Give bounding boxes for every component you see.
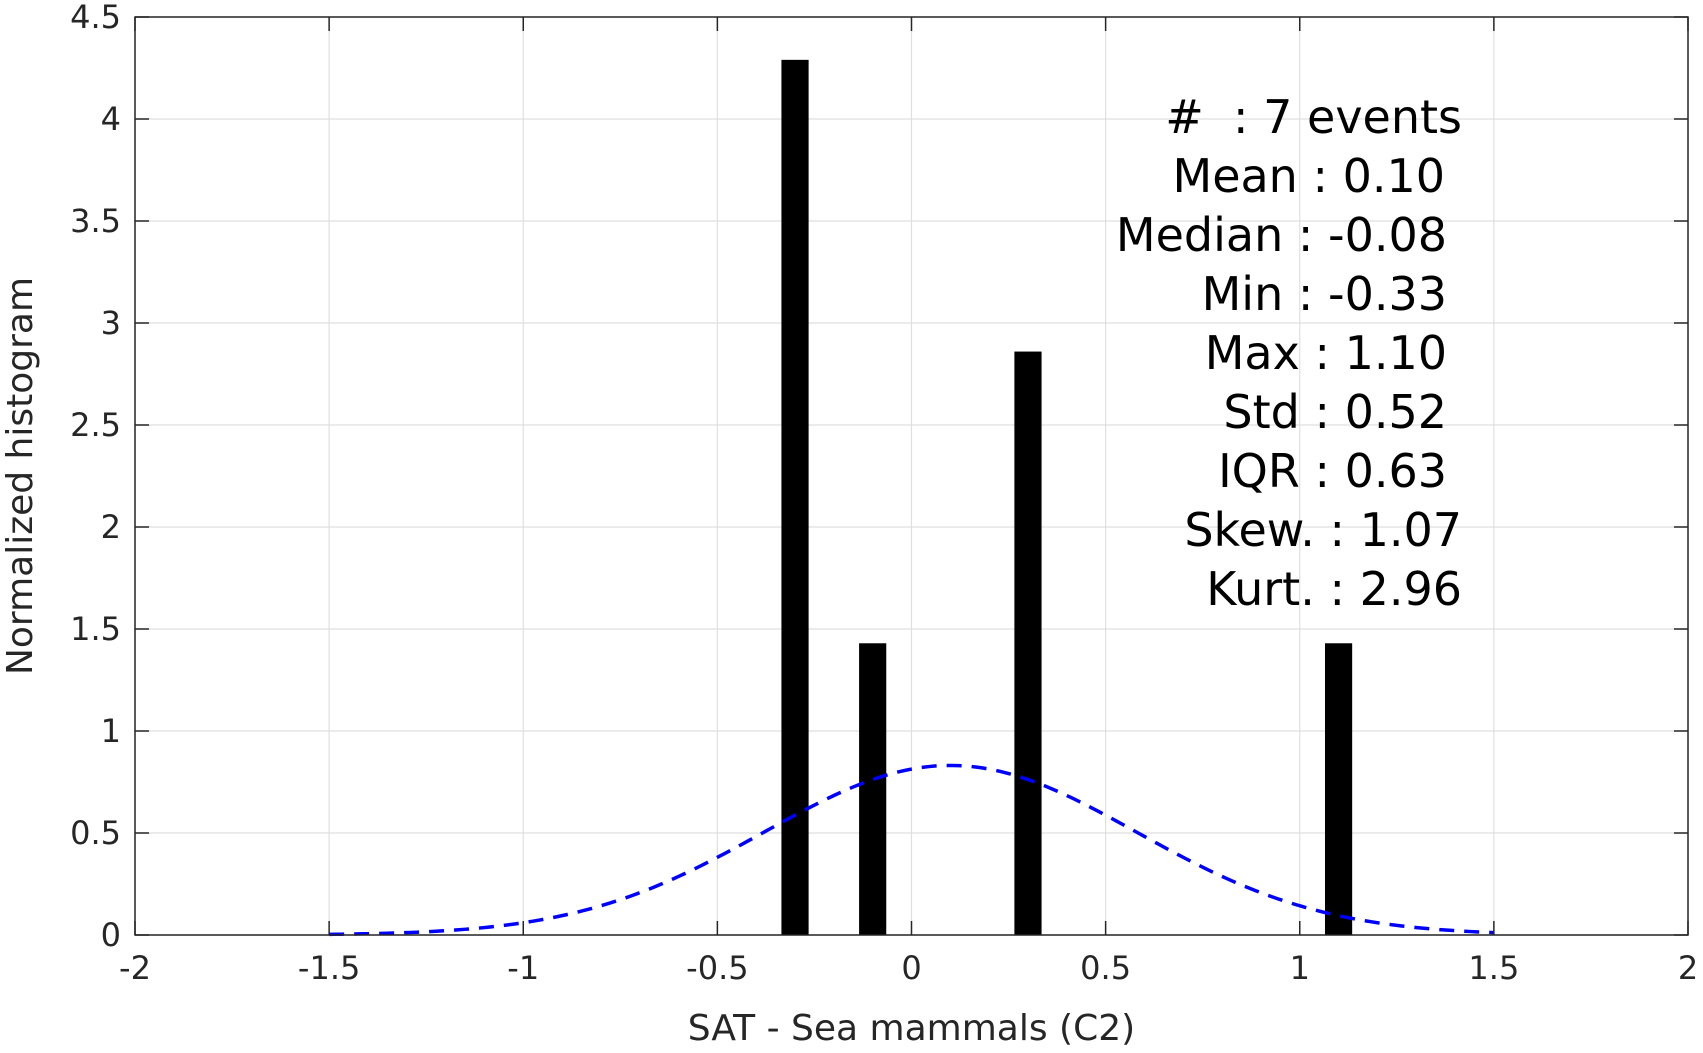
x-tick-label: -1.5 (298, 949, 360, 987)
y-tick-labels: 0 0.5 1 1.5 2 2.5 3 3.5 4 4.5 (70, 0, 121, 954)
x-tick-label: 1.5 (1468, 949, 1519, 987)
stats-line: IQR : 0.63 (1218, 444, 1447, 498)
normal-fit-curve (329, 763, 1494, 937)
grid (134, 16, 1689, 936)
stats-line: Kurt. : 2.96 (1206, 562, 1462, 616)
x-tick-label: -0.5 (686, 949, 748, 987)
histogram-bar (1324, 643, 1353, 935)
x-axis-label: SAT - Sea mammals (C2) (688, 1008, 1135, 1049)
stats-line: Mean : 0.10 (1173, 149, 1446, 203)
y-tick-label: 2.5 (70, 406, 121, 444)
x-tick-label: -2 (119, 949, 151, 987)
x-tick-label: 1 (1290, 949, 1310, 987)
y-tick-label: 2 (101, 508, 121, 546)
x-tick-label: 0.5 (1080, 949, 1131, 987)
y-tick-label: 4 (101, 100, 121, 138)
stats-line: # : 7 events (1165, 90, 1462, 144)
y-axis-label: Normalized histogram (0, 277, 41, 675)
stats-line: Max : 1.10 (1205, 326, 1447, 380)
stats-line: Std : 0.52 (1223, 385, 1447, 439)
y-tick-label: 4.5 (70, 0, 121, 36)
y-tick-label: 3 (101, 304, 121, 342)
stats-line: Min : -0.33 (1202, 267, 1447, 321)
y-tick-label: 0.5 (70, 814, 121, 852)
x-tick-label: 2 (1678, 949, 1698, 987)
stats-line: Median : -0.08 (1116, 208, 1447, 262)
histogram-bar (781, 59, 809, 935)
x-tick-labels: -2 -1.5 -1 -0.5 0 0.5 1 1.5 2 (119, 949, 1698, 987)
y-tick-label: 3.5 (70, 202, 121, 240)
axis-ticks (134, 16, 1689, 936)
histogram-bar (859, 643, 887, 935)
histogram-bar (1014, 351, 1042, 935)
stats-line: Skew. : 1.07 (1184, 503, 1462, 557)
y-tick-label: 1.5 (70, 610, 121, 648)
y-tick-label: 0 (101, 916, 121, 954)
x-tick-label: -1 (507, 949, 539, 987)
bars (781, 59, 1353, 935)
x-tick-label: 0 (901, 949, 921, 987)
y-tick-label: 1 (101, 712, 121, 750)
